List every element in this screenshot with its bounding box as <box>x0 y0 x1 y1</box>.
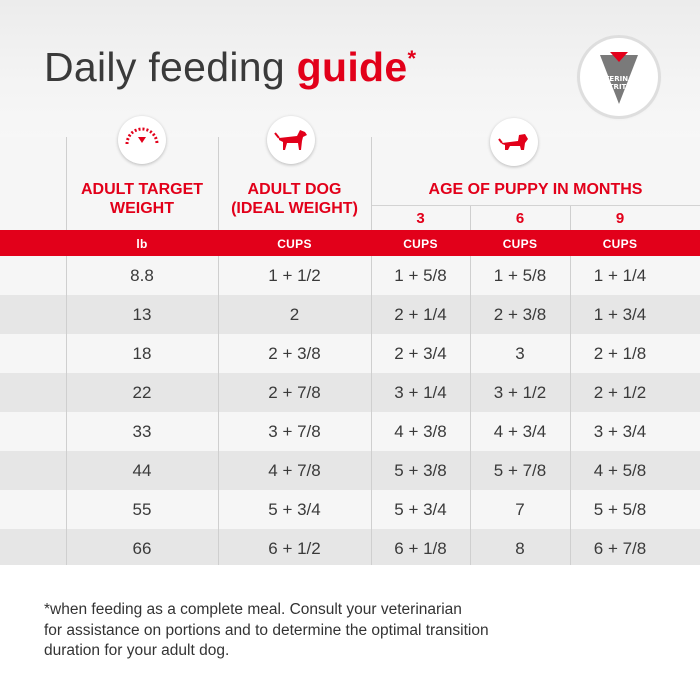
puppy3-cups-cell: 5 + 3/8 <box>394 461 447 480</box>
header-adult-dog: ADULT DOG (IDEAL WEIGHT) <box>231 181 358 217</box>
unit-cups: CUPS <box>602 237 638 251</box>
month-6: 6 <box>515 210 525 227</box>
puppy9-cups-cell: 1 + 3/4 <box>593 305 647 324</box>
puppy9-cups-cell: 6 + 7/8 <box>593 539 647 558</box>
weight-cell: 66 <box>132 539 152 558</box>
puppy-icon <box>490 118 538 166</box>
weight-cell: 13 <box>132 305 152 324</box>
puppy3-cups-cell: 2 + 3/4 <box>394 344 447 363</box>
veterinary-nutrition-badge: VETERINARY NUTRITION <box>580 38 658 116</box>
puppy3-cups-cell: 5 + 3/4 <box>394 500 447 519</box>
month-9: 9 <box>615 210 625 227</box>
puppy9-cups-cell: 1 + 1/4 <box>593 266 647 285</box>
table-row: 8.8 1 + 1/2 1 + 5/8 1 + 5/8 1 + 1/4 <box>0 256 700 295</box>
unit-cups: CUPS <box>277 237 312 251</box>
table-row: 55 5 + 3/4 5 + 3/4 7 5 + 5/8 <box>0 490 700 529</box>
puppy9-cups-cell: 5 + 5/8 <box>593 500 647 519</box>
weight-cell: 8.8 <box>130 266 154 285</box>
puppy6-cups-cell: 5 + 7/8 <box>493 461 547 480</box>
page-title: Daily feeding guide* <box>44 44 416 91</box>
adult-cups-cell: 4 + 7/8 <box>268 461 321 480</box>
header-puppy-age: AGE OF PUPPY IN MONTHS <box>428 181 643 198</box>
puppy6-cups-cell: 1 + 5/8 <box>493 266 547 285</box>
table-row: 66 6 + 1/2 6 + 1/8 8 6 + 7/8 <box>0 529 700 565</box>
puppy9-cups-cell: 4 + 5/8 <box>593 461 647 480</box>
adult-dog-icon <box>267 116 315 164</box>
title-accent: guide <box>296 44 408 90</box>
table-row: 33 3 + 7/8 4 + 3/8 4 + 3/4 3 + 3/4 <box>0 412 700 451</box>
puppy3-cups-cell: 6 + 1/8 <box>394 539 447 558</box>
column-divider <box>218 256 219 565</box>
unit-cups: CUPS <box>403 237 438 251</box>
column-divider <box>570 256 571 565</box>
weight-cell: 18 <box>132 344 152 363</box>
weight-cell: 22 <box>132 383 152 402</box>
table-row: 44 4 + 7/8 5 + 3/8 5 + 7/8 4 + 5/8 <box>0 451 700 490</box>
adult-cups-cell: 6 + 1/2 <box>268 539 321 558</box>
adult-cups-cell: 2 <box>289 305 300 324</box>
unit-lb: lb <box>136 237 148 251</box>
adult-cups-cell: 2 + 7/8 <box>268 383 321 402</box>
unit-cups: CUPS <box>502 237 538 251</box>
puppy3-cups-cell: 4 + 3/8 <box>394 422 447 441</box>
title-main: Daily feeding <box>44 44 297 90</box>
weight-cell: 44 <box>132 461 152 480</box>
footnote: *when feeding as a complete meal. Consul… <box>44 601 489 659</box>
table-row: 18 2 + 3/8 2 + 3/4 3 2 + 1/8 <box>0 334 700 373</box>
adult-cups-cell: 1 + 1/2 <box>268 266 321 285</box>
table-row: 13 2 2 + 1/4 2 + 3/8 1 + 3/4 <box>0 295 700 334</box>
puppy6-cups-cell: 4 + 3/4 <box>493 422 547 441</box>
puppy9-cups-cell: 3 + 3/4 <box>593 422 647 441</box>
puppy6-cups-cell: 3 <box>515 344 525 363</box>
title-asterisk: * <box>407 46 417 71</box>
weight-cell: 55 <box>132 500 152 519</box>
puppy6-cups-cell: 8 <box>515 539 525 558</box>
adult-cups-cell: 2 + 3/8 <box>268 344 321 363</box>
scale-icon <box>118 116 166 164</box>
column-divider <box>371 256 372 565</box>
units-bar <box>0 230 700 256</box>
puppy6-cups-cell: 3 + 1/2 <box>493 383 547 402</box>
puppy6-cups-cell: 2 + 3/8 <box>493 305 547 324</box>
badge-label: VETERINARY NUTRITION <box>594 75 644 91</box>
puppy6-cups-cell: 7 <box>515 500 525 519</box>
column-divider <box>66 256 67 565</box>
month-divider <box>372 205 700 206</box>
column-divider <box>470 256 471 565</box>
weight-cell: 33 <box>132 422 152 441</box>
table-row: 22 2 + 7/8 3 + 1/4 3 + 1/2 2 + 1/2 <box>0 373 700 412</box>
puppy9-cups-cell: 2 + 1/8 <box>593 344 647 363</box>
header-adult-target-weight: ADULT TARGET WEIGHT <box>80 181 204 217</box>
badge-shield-icon <box>600 52 638 104</box>
puppy9-cups-cell: 2 + 1/2 <box>593 383 647 402</box>
adult-cups-cell: 3 + 7/8 <box>268 422 321 441</box>
month-3: 3 <box>416 210 425 227</box>
adult-cups-cell: 5 + 3/4 <box>268 500 321 519</box>
puppy3-cups-cell: 3 + 1/4 <box>394 383 447 402</box>
puppy3-cups-cell: 1 + 5/8 <box>394 266 447 285</box>
puppy3-cups-cell: 2 + 1/4 <box>394 305 447 324</box>
